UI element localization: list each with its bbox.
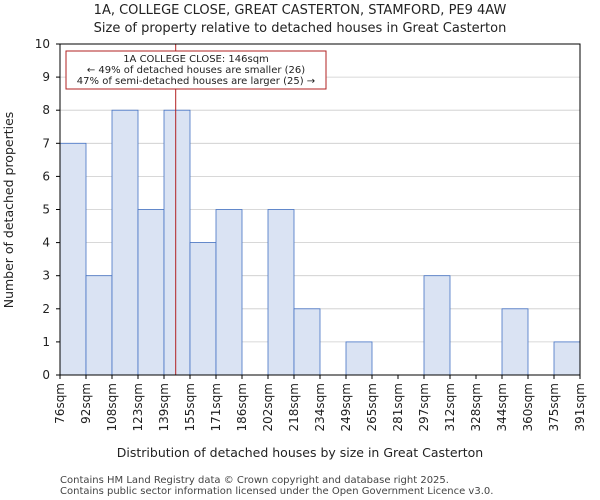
y-tick-label: 10 xyxy=(35,37,50,51)
chart-subtitle: Size of property relative to detached ho… xyxy=(94,21,507,36)
x-tick-label: 375sqm xyxy=(547,383,561,431)
annotation-title: 1A COLLEGE CLOSE: 146sqm xyxy=(123,54,269,65)
y-axis-label: Number of detached properties xyxy=(1,112,16,309)
x-tick-label: 76sqm xyxy=(53,383,67,424)
bar xyxy=(189,242,217,376)
x-tick-label: 155sqm xyxy=(183,383,197,431)
x-tick-label: 360sqm xyxy=(521,383,535,431)
y-tick-label: 9 xyxy=(42,70,50,84)
x-tick-label: 202sqm xyxy=(261,383,275,431)
x-tick-label: 234sqm xyxy=(313,383,327,431)
x-tick-label: 218sqm xyxy=(287,383,301,431)
y-tick-label: 2 xyxy=(42,302,50,316)
y-tick-label: 4 xyxy=(42,236,50,250)
x-tick-label: 139sqm xyxy=(157,383,171,431)
footer-line-2: Contains public sector information licen… xyxy=(60,486,493,497)
bar xyxy=(163,109,191,376)
bar xyxy=(293,308,321,376)
x-tick-label: 92sqm xyxy=(79,383,93,424)
x-tick-label: 265sqm xyxy=(365,383,379,431)
y-axis: 0 1 2 3 4 5 6 7 8 9 10 xyxy=(35,37,60,382)
bar xyxy=(215,209,243,376)
bar xyxy=(501,308,529,376)
bars xyxy=(59,109,581,376)
bar xyxy=(423,275,451,376)
x-axis: 76sqm 92sqm 108sqm 123sqm 139sqm 155sqm 171sqm… xyxy=(53,375,587,431)
x-tick-label: 391sqm xyxy=(573,383,587,431)
bar xyxy=(553,341,581,376)
x-tick-label: 171sqm xyxy=(209,383,223,431)
y-tick-label: 5 xyxy=(42,203,50,217)
bar xyxy=(111,109,139,376)
x-tick-label: 249sqm xyxy=(339,383,353,431)
chart-title: 1A, COLLEGE CLOSE, GREAT CASTERTON, STAM… xyxy=(94,3,507,18)
x-tick-label: 186sqm xyxy=(235,383,249,431)
x-tick-label: 281sqm xyxy=(391,383,405,431)
x-tick-label: 344sqm xyxy=(495,383,509,431)
y-tick-label: 1 xyxy=(42,335,50,349)
bar xyxy=(59,142,87,376)
x-tick-label: 312sqm xyxy=(443,383,457,431)
annotation-larger: 47% of semi-detached houses are larger (… xyxy=(77,76,315,87)
x-axis-label: Distribution of detached houses by size … xyxy=(117,445,483,460)
y-tick-label: 7 xyxy=(42,136,50,150)
bar xyxy=(267,209,295,376)
y-tick-label: 6 xyxy=(42,169,50,183)
x-tick-label: 108sqm xyxy=(105,383,119,431)
x-tick-label: 328sqm xyxy=(469,383,483,431)
annotation-smaller: ← 49% of detached houses are smaller (26… xyxy=(87,65,305,76)
y-tick-label: 8 xyxy=(42,103,50,117)
x-tick-label: 297sqm xyxy=(417,383,431,431)
footer-line-1: Contains HM Land Registry data © Crown c… xyxy=(60,475,449,486)
annotation-frame xyxy=(65,50,327,90)
annotation-box: 1A COLLEGE CLOSE: 146sqm ← 49% of detach… xyxy=(65,50,327,90)
y-tick-label: 3 xyxy=(42,269,50,283)
bar xyxy=(137,209,165,376)
bar xyxy=(85,275,113,376)
x-tick-label: 123sqm xyxy=(131,383,145,431)
bar xyxy=(345,341,373,376)
y-tick-label: 0 xyxy=(42,368,50,382)
